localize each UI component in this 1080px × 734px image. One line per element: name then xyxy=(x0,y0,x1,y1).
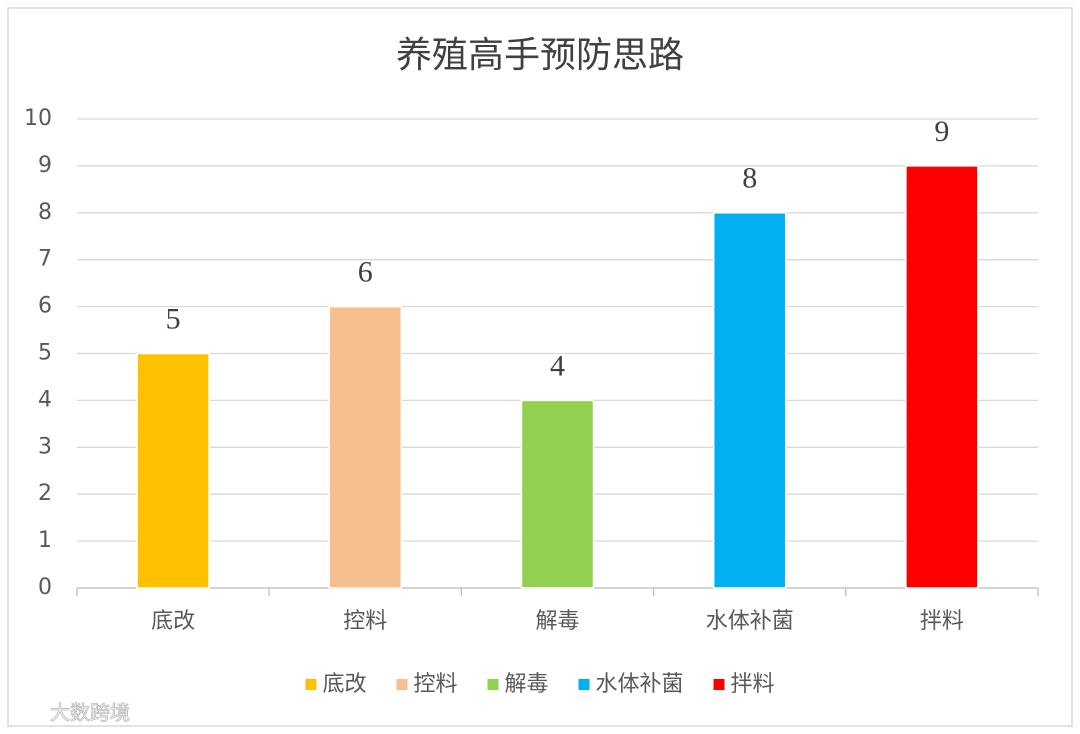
legend-label: 拌料 xyxy=(731,672,775,697)
y-tick-label: 1 xyxy=(38,528,52,553)
value-label: 5 xyxy=(166,302,181,335)
legend-label: 底改 xyxy=(322,672,366,697)
y-tick-label: 5 xyxy=(38,341,52,366)
y-tick-label: 10 xyxy=(24,106,52,131)
watermark: 大数跨境 xyxy=(50,701,130,725)
bar xyxy=(712,212,787,589)
y-tick-label: 3 xyxy=(38,434,52,459)
y-tick-label: 7 xyxy=(38,247,52,272)
legend-swatch xyxy=(578,679,590,690)
chart-title: 养殖高手预防思路 xyxy=(396,35,684,76)
value-label: 8 xyxy=(742,162,757,195)
y-tick-label: 6 xyxy=(38,294,52,319)
x-tick-label: 解毒 xyxy=(535,609,579,634)
legend-swatch xyxy=(305,679,317,690)
x-tick-label: 拌料 xyxy=(920,609,964,634)
bar xyxy=(905,165,979,589)
y-tick-label: 9 xyxy=(38,153,52,178)
bar xyxy=(520,399,595,589)
value-label: 4 xyxy=(550,349,565,382)
legend-label: 水体补菌 xyxy=(596,672,684,697)
legend-swatch xyxy=(713,679,725,690)
legend-swatch xyxy=(487,679,499,690)
legend-label: 控料 xyxy=(413,672,457,697)
legend-swatch xyxy=(396,679,408,690)
value-label: 9 xyxy=(934,115,949,148)
y-tick-label: 8 xyxy=(38,200,52,225)
legend-label: 解毒 xyxy=(504,672,548,697)
bar xyxy=(136,352,210,589)
x-tick-label: 水体补菌 xyxy=(706,609,794,634)
bar xyxy=(328,305,403,589)
y-tick-label: 2 xyxy=(38,481,52,506)
x-tick-label: 控料 xyxy=(343,609,387,634)
y-tick-label: 0 xyxy=(38,575,52,600)
x-tick-label: 底改 xyxy=(151,609,195,634)
y-tick-label: 4 xyxy=(38,387,52,412)
value-label: 6 xyxy=(358,255,373,288)
